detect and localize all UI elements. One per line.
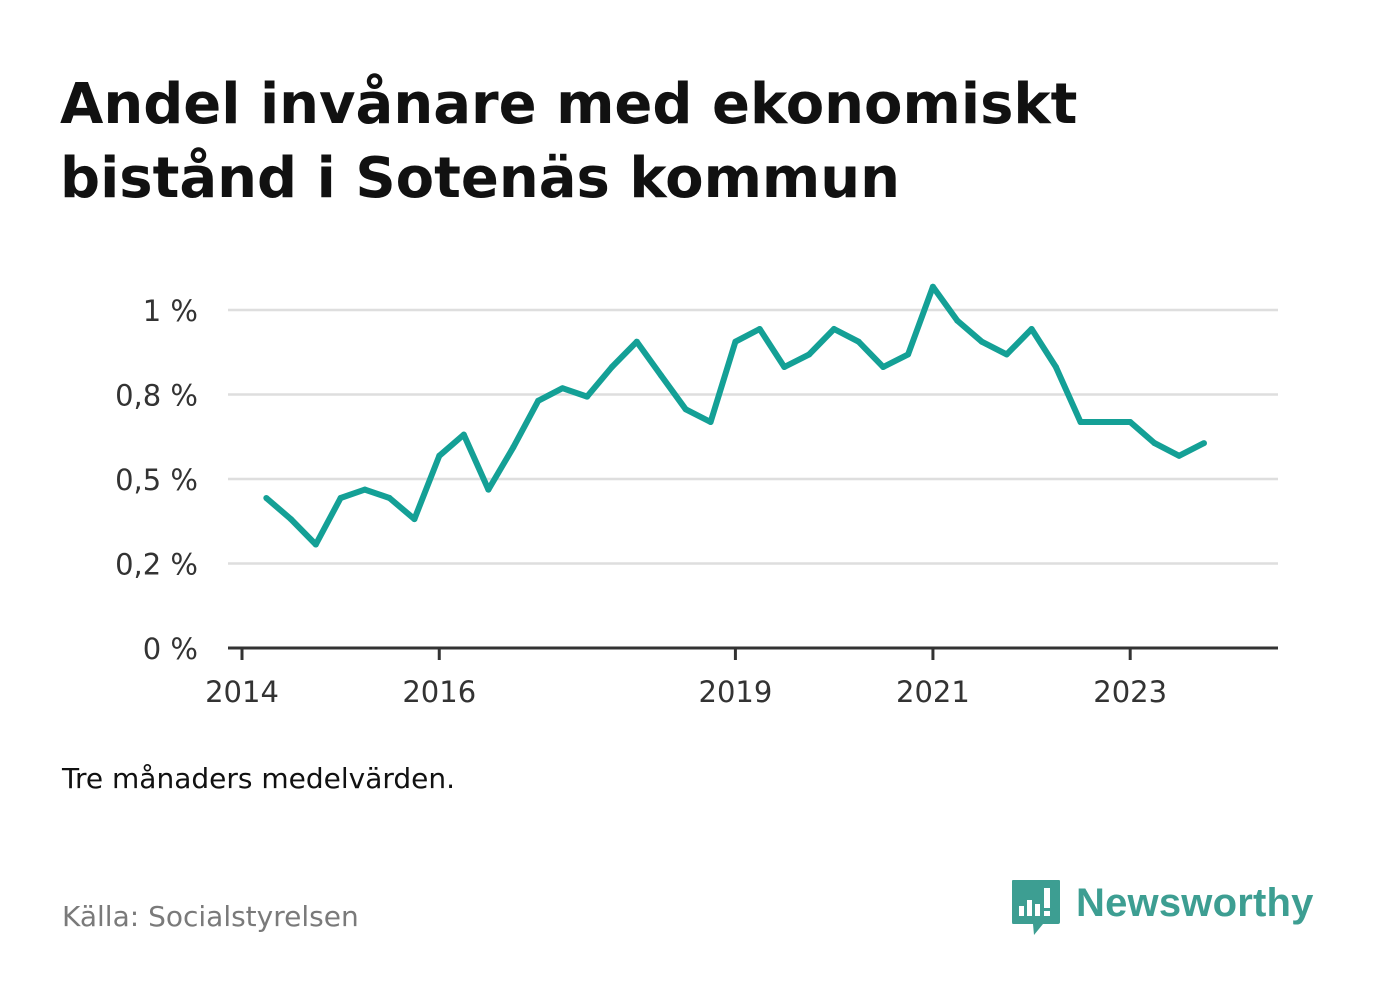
data-point bbox=[411, 516, 418, 523]
data-point bbox=[361, 486, 368, 493]
chart-title-line-2: bistånd i Sotenäs kommun bbox=[60, 146, 900, 211]
data-point bbox=[732, 338, 739, 345]
source-text: Källa: Socialstyrelsen bbox=[62, 900, 359, 933]
data-point bbox=[954, 317, 961, 324]
y-tick-label: 0,2 % bbox=[115, 548, 198, 582]
gridlines bbox=[228, 308, 1278, 565]
data-point bbox=[535, 397, 542, 404]
y-tick-label: 0,5 % bbox=[115, 463, 198, 497]
data-point bbox=[658, 372, 665, 379]
data-point bbox=[781, 364, 788, 370]
y-tick-label: 1 % bbox=[143, 294, 198, 328]
data-point bbox=[806, 351, 813, 358]
data-point bbox=[1077, 419, 1084, 425]
data-point bbox=[1052, 364, 1059, 370]
chart-title-line-1: Andel invånare med ekonomiskt bbox=[60, 72, 1078, 137]
data-point bbox=[386, 495, 393, 501]
data-point bbox=[559, 385, 566, 392]
x-axis-ticks: 2014 2016 2019 2021 2023 bbox=[205, 648, 1167, 709]
data-point bbox=[682, 406, 689, 413]
data-point bbox=[263, 495, 270, 501]
data-point bbox=[287, 516, 294, 523]
data-point bbox=[584, 393, 591, 400]
y-tick-label: 0 % bbox=[143, 632, 198, 666]
data-point bbox=[880, 364, 887, 370]
x-tick-label: 2019 bbox=[699, 675, 773, 709]
y-tick-label: 0,8 % bbox=[115, 379, 198, 413]
y-axis-ticks: 0 % 0,2 % 0,5 % 0,8 % 1 % bbox=[115, 294, 198, 666]
chart-title: Andel invånare med ekonomiskt bistånd i … bbox=[60, 68, 1320, 216]
x-tick-label: 2014 bbox=[205, 675, 279, 709]
data-point bbox=[855, 338, 862, 345]
data-point bbox=[1176, 452, 1183, 459]
data-point bbox=[756, 326, 763, 332]
data-point bbox=[1201, 440, 1207, 447]
data-point bbox=[436, 452, 443, 459]
data-point bbox=[337, 495, 344, 501]
data-point bbox=[1151, 440, 1158, 447]
x-tick-label: 2016 bbox=[402, 675, 476, 709]
data-point bbox=[1003, 351, 1010, 358]
data-point bbox=[312, 541, 319, 548]
newsworthy-logo-icon bbox=[1012, 880, 1060, 935]
data-point bbox=[460, 431, 467, 438]
data-point bbox=[510, 444, 517, 451]
x-tick-label: 2021 bbox=[896, 675, 970, 709]
data-point bbox=[707, 419, 714, 425]
data-points bbox=[263, 283, 1207, 548]
x-tick-label: 2023 bbox=[1093, 675, 1167, 709]
newsworthy-logo[interactable]: Newsworthy bbox=[1010, 878, 1314, 942]
data-point bbox=[905, 351, 912, 358]
data-point bbox=[485, 486, 492, 493]
data-point bbox=[1127, 419, 1134, 425]
data-point bbox=[1102, 419, 1109, 425]
data-point bbox=[633, 338, 640, 345]
chart-note: Tre månaders medelvärden. bbox=[62, 762, 456, 795]
series-line bbox=[264, 283, 1206, 548]
newsworthy-logo-text: Newsworthy bbox=[1076, 881, 1314, 925]
data-point bbox=[978, 338, 985, 345]
data-point bbox=[1028, 326, 1035, 332]
data-point bbox=[608, 364, 615, 370]
data-point bbox=[929, 283, 936, 290]
data-point bbox=[831, 326, 837, 332]
